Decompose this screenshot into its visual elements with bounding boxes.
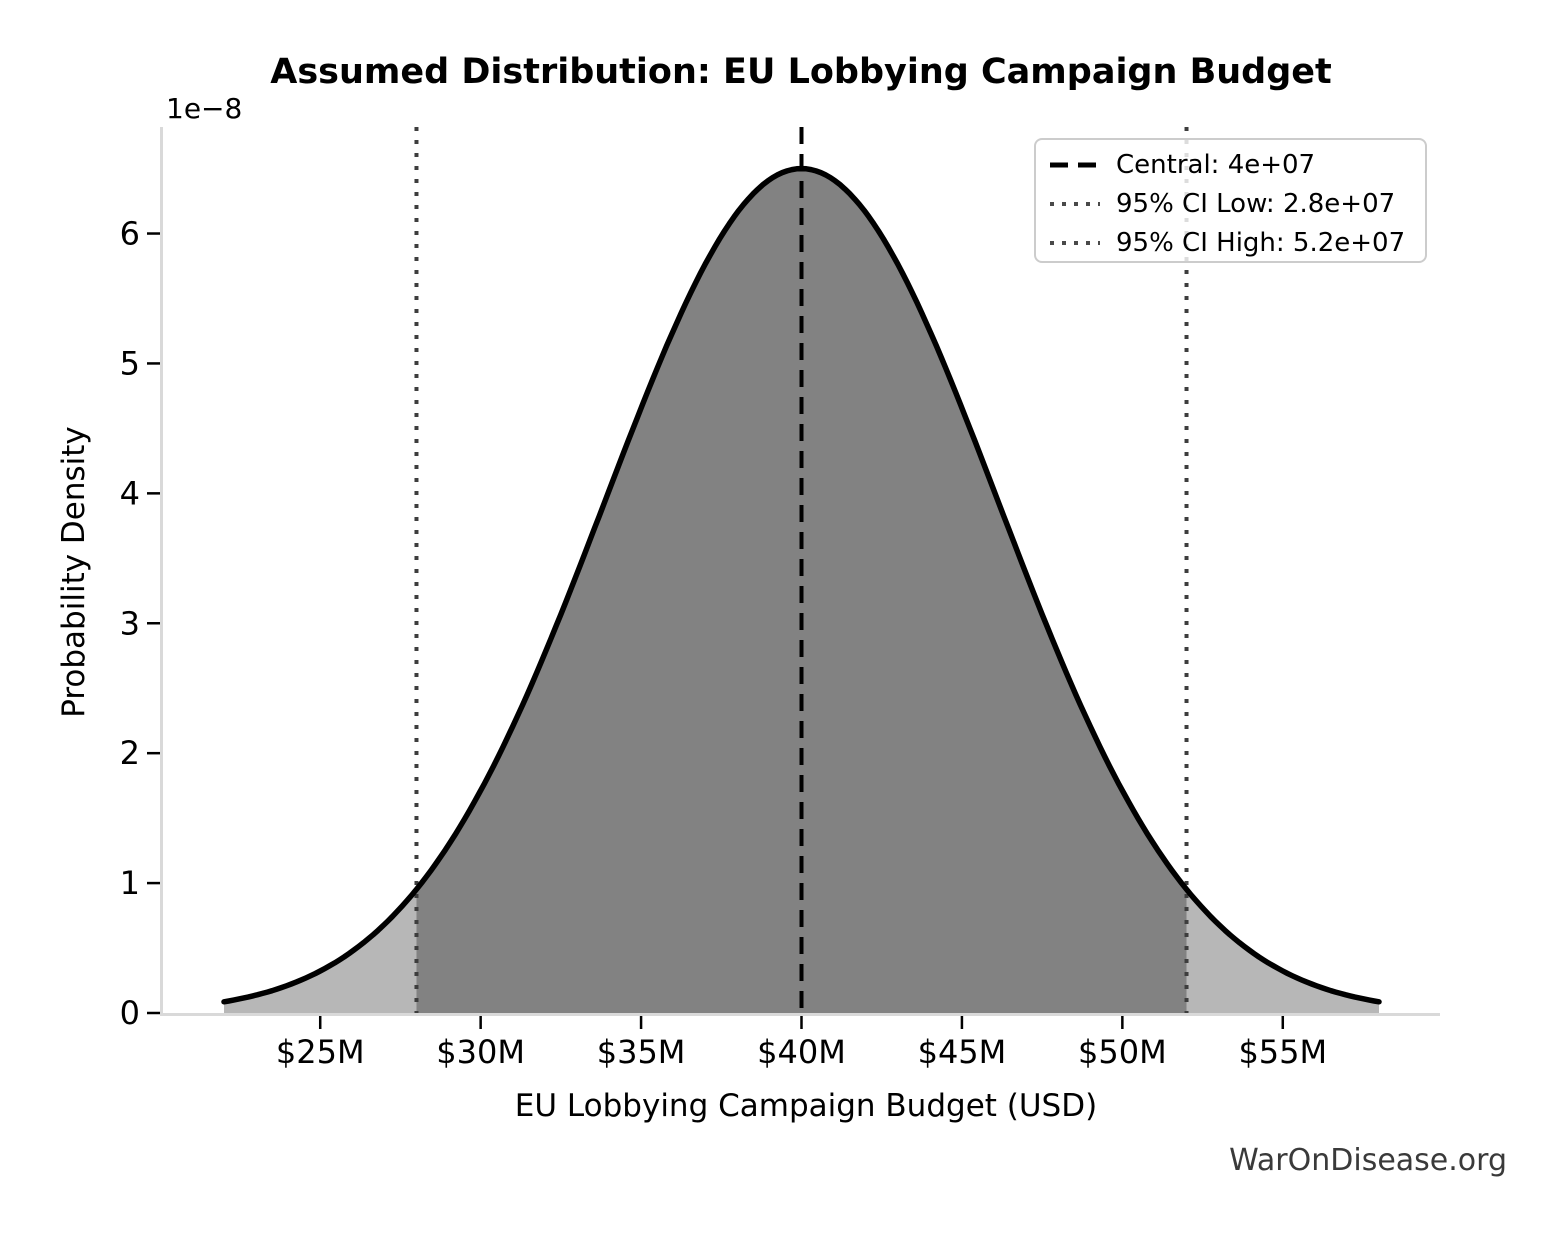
watermark: WarOnDisease.org (1229, 1143, 1507, 1178)
dashed-line-sample-icon (1050, 162, 1100, 167)
y-axis-offset-label: 1e−8 (166, 92, 243, 125)
chart-title: Assumed Distribution: EU Lobbying Campai… (270, 52, 1332, 92)
y-tick-label: 6 (120, 215, 140, 253)
legend-label-central: Central: 4e+07 (1116, 149, 1316, 180)
legend-item-central: Central: 4e+07 (1048, 145, 1415, 184)
x-tick-label: $40M (757, 1033, 846, 1071)
dotted-line-sample-icon (1050, 240, 1100, 245)
legend-label-ci-high: 95% CI High: 5.2e+07 (1116, 227, 1406, 258)
y-tick-label: 1 (120, 864, 140, 902)
legend-item-ci-low: 95% CI Low: 2.8e+07 (1048, 184, 1415, 223)
x-tick-label: $35M (597, 1033, 686, 1071)
legend-label-ci-low: 95% CI Low: 2.8e+07 (1116, 188, 1396, 219)
x-tick-label: $25M (276, 1033, 365, 1071)
x-axis-label: EU Lobbying Campaign Budget (USD) (514, 1088, 1098, 1124)
x-tick-label: $50M (1078, 1033, 1167, 1071)
x-tick-label: $30M (436, 1033, 525, 1071)
y-tick-label: 0 (120, 994, 140, 1032)
dotted-line-sample-icon (1050, 201, 1100, 206)
legend: Central: 4e+07 95% CI Low: 2.8e+07 95% C… (1034, 138, 1427, 263)
x-tick-label: $55M (1238, 1033, 1327, 1071)
legend-item-ci-high: 95% CI High: 5.2e+07 (1048, 223, 1415, 262)
density-curve (221, 165, 1382, 1005)
y-tick-label: 4 (120, 474, 140, 512)
y-tick-label: 2 (120, 734, 140, 772)
y-tick-label: 3 (120, 604, 140, 642)
x-tick-label: $45M (918, 1033, 1007, 1071)
y-tick-label: 5 (120, 344, 140, 382)
